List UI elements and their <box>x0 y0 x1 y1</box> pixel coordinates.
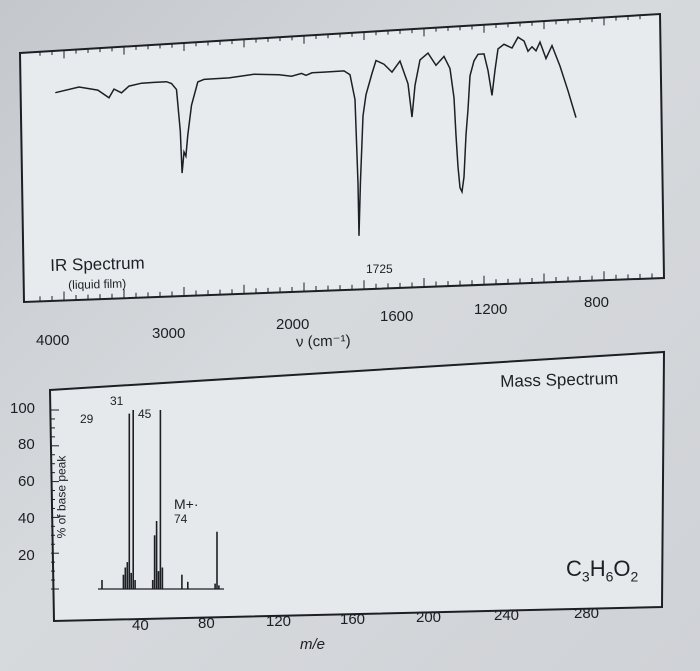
ms-x-tick-label: 80 <box>198 615 215 632</box>
ms-x-tick-label: 200 <box>416 609 442 626</box>
ms-x-tick-label: 280 <box>574 605 600 622</box>
ms-x-tick-label: 120 <box>266 613 292 630</box>
ms-y-tick-label: 100 <box>10 400 36 417</box>
formula-c-count: 3 <box>581 568 590 585</box>
ir-x-tick-label: 2000 <box>276 316 310 333</box>
ms-x-tick-label: 40 <box>132 617 149 634</box>
ms-x-tick-label: 160 <box>340 611 366 628</box>
ir-x-tick-label: 4000 <box>36 332 70 349</box>
ms-peak-label-74: 74 <box>174 512 188 526</box>
ms-y-axis-label: % of base peak <box>54 455 69 539</box>
ms-peak-label-31: 31 <box>110 394 124 408</box>
ir-x-tick-label: 1200 <box>474 301 508 318</box>
formula-o-count: 2 <box>630 568 639 585</box>
ms-y-tick-label: 20 <box>18 547 35 564</box>
ms-x-tick-label: 240 <box>494 607 520 624</box>
ms-peak-label-29: 29 <box>80 412 94 426</box>
ir-chart-frame <box>18 12 666 304</box>
ir-x-tick-label: 800 <box>584 294 610 311</box>
formula-h: H <box>589 556 606 581</box>
formula-h-count: 6 <box>605 568 614 585</box>
ms-y-tick-label: 60 <box>18 473 35 490</box>
ir-x-tick-label: 3000 <box>152 325 186 342</box>
ms-peak-label-45: 45 <box>138 407 152 421</box>
ir-peak-annotation: 1725 <box>366 262 393 276</box>
ir-bottom-tick-marks <box>39 271 653 302</box>
formula-c: C <box>566 556 582 581</box>
ms-y-tick-label: 80 <box>18 436 35 453</box>
ir-subtitle: (liquid film) <box>68 276 127 292</box>
ir-spectrum-chart <box>18 12 666 304</box>
molecular-formula: C3H6O2 <box>566 556 638 584</box>
ms-molecular-ion-label: M+· <box>174 496 199 512</box>
ms-y-tick-marks <box>51 409 59 590</box>
ir-x-axis-label: ν (cm⁻¹) <box>295 332 351 351</box>
ms-y-tick-label: 40 <box>18 510 35 527</box>
ir-x-tick-label: 1600 <box>380 308 414 325</box>
ir-top-tick-marks <box>39 15 641 59</box>
ms-x-axis-label: m/e <box>300 636 326 653</box>
ms-bars <box>101 410 220 589</box>
formula-o: O <box>613 556 631 581</box>
ir-spectrum-trace <box>55 36 577 236</box>
ms-title: Mass Spectrum <box>500 368 619 391</box>
ir-title: IR Spectrum <box>50 253 145 275</box>
